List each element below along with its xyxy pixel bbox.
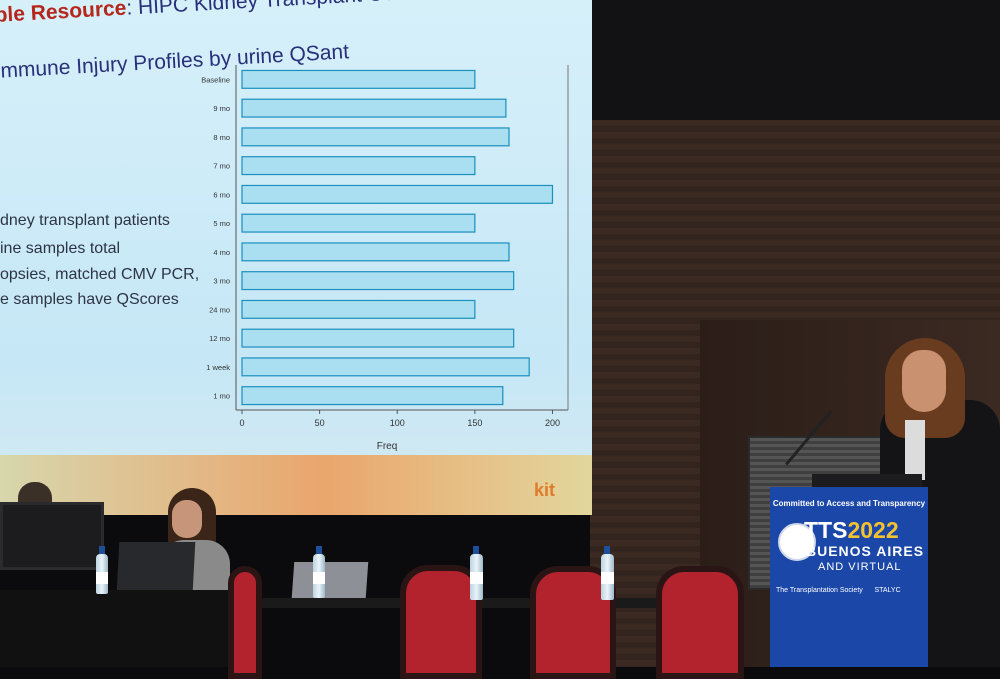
bar — [241, 213, 476, 233]
podium-top — [812, 474, 922, 488]
y-tick-label: Baseline — [201, 75, 230, 84]
bar — [241, 69, 476, 89]
speaker-shirt — [905, 420, 925, 480]
y-tick-label: 1 mo — [213, 392, 230, 401]
bar — [241, 271, 515, 291]
podium-tts: TTS — [804, 517, 848, 543]
bar — [241, 357, 530, 377]
podium-virtual: AND VIRTUAL — [818, 561, 902, 573]
bar — [241, 156, 476, 176]
x-tick-label: 50 — [315, 418, 325, 428]
water-bottle — [601, 546, 614, 600]
y-tick-label: 3 mo — [213, 277, 230, 286]
slide-title-rest: : HIPC Kidney Transplant Cohorts Profile… — [126, 0, 519, 20]
speaker-face — [902, 350, 946, 412]
slide-bullet: e samples have QScores — [0, 291, 179, 308]
water-bottle — [313, 546, 325, 598]
y-tick-label: 24 mo — [209, 305, 230, 314]
sponsor-logo: The Transplantation Society — [776, 587, 863, 594]
panel-table — [0, 590, 240, 667]
x-tick-label: 100 — [390, 418, 405, 428]
bar — [241, 299, 476, 319]
y-tick-label: 7 mo — [213, 162, 230, 171]
wall-upper — [590, 0, 1000, 140]
bar — [241, 127, 510, 147]
bar — [241, 184, 554, 204]
chair — [400, 565, 482, 679]
slide-bullet: dney transplant patients — [0, 212, 170, 229]
panel-table — [258, 598, 708, 608]
x-axis-label: Freq — [377, 441, 398, 452]
slide-title-highlight: ple Resource — [0, 0, 127, 27]
bar — [241, 98, 507, 118]
podium-tagline: Committed to Access and Transparency — [772, 499, 926, 508]
y-tick-label: 12 mo — [209, 334, 230, 343]
podium-event-name: TTS2022 — [804, 517, 928, 544]
bar-chart: Baseline 9 mo 8 mo 7 mo 6 mo 5 mo 4 mo 3 mo 24 m… — [201, 65, 569, 452]
chair — [228, 566, 262, 679]
podium-year: 2022 — [847, 517, 899, 543]
slide-bullet: opsies, matched CMV PCR, — [0, 266, 200, 283]
y-tick-label: 8 mo — [213, 133, 230, 142]
bar — [241, 328, 515, 348]
x-tick-label: 200 — [545, 418, 560, 428]
y-tick-label: 1 week — [206, 363, 230, 372]
slide-bullet: ine samples total — [0, 240, 121, 257]
water-bottle — [470, 546, 483, 600]
y-tick-label: 9 mo — [213, 104, 230, 113]
bar — [241, 386, 504, 406]
laptop — [116, 542, 196, 592]
podium-sponsor-logos: The Transplantation Society STALYC — [776, 587, 926, 594]
slide-title: ple Resource: HIPC Kidney Transplant Coh… — [0, 0, 519, 28]
sponsor-logo: STALYC — [874, 587, 901, 594]
laptop — [291, 562, 369, 598]
y-tick-label: 6 mo — [213, 190, 230, 199]
chair — [656, 566, 744, 679]
monitor — [0, 502, 104, 570]
y-tick-label: 4 mo — [213, 248, 230, 257]
podium-city: BUENOS AIRES — [806, 543, 925, 559]
slide-logo: kit — [534, 480, 556, 500]
y-tick-label: 5 mo — [213, 219, 230, 228]
seal-icon — [778, 523, 816, 561]
podium: Committed to Access and Transparency TTS… — [770, 487, 928, 667]
x-tick-label: 150 — [467, 418, 482, 428]
x-tick-label: 0 — [239, 418, 244, 428]
water-bottle — [96, 546, 108, 594]
projection-screen: ple Resource: HIPC Kidney Transplant Coh… — [0, 0, 592, 515]
seated-woman-face — [172, 500, 202, 538]
bar — [241, 242, 510, 262]
